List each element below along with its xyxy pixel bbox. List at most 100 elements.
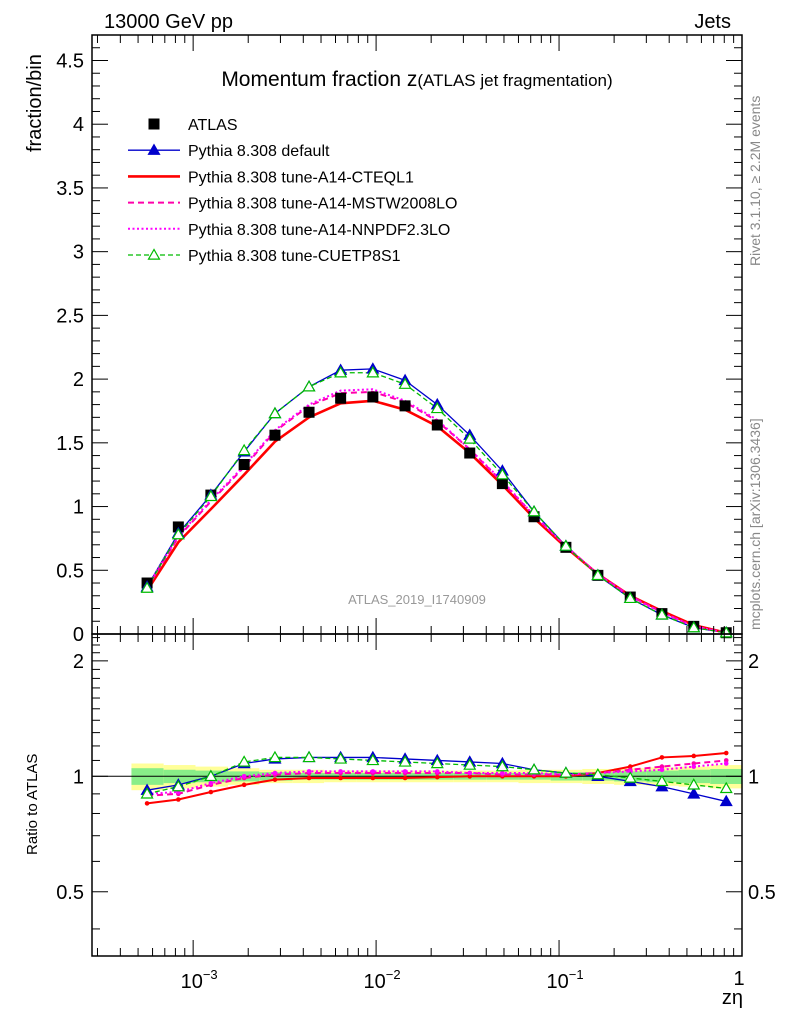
ratio-point <box>691 764 697 769</box>
legend-marker-default <box>147 143 161 155</box>
x-tick-label: 1 <box>733 968 744 990</box>
x-tick-label-exponent: −1 <box>569 967 584 982</box>
y-tick-label: 3 <box>73 242 84 264</box>
ratio-point-cuetp8s1 <box>463 758 477 770</box>
ratio-point <box>659 764 665 769</box>
ratio-point <box>370 769 376 774</box>
data-point-cuetp8s1 <box>591 568 605 581</box>
ratio-y-tick-label-right: 1 <box>748 766 759 788</box>
data-point-cuetp8s1 <box>334 366 348 378</box>
ratio-point <box>659 767 665 773</box>
data-point-cuetp8s1 <box>559 539 573 551</box>
rivet-label: Rivet 3.1.10, ≥ 2.2M events <box>747 96 763 266</box>
mcplots-label: mcplots.cern.ch [arXiv:1306.3436] <box>747 418 763 630</box>
ratio-y-tick-label-right: 2 <box>748 651 759 673</box>
ratio-point-default <box>687 787 701 799</box>
data-point-atlas <box>367 391 379 403</box>
ratio-point <box>691 753 697 759</box>
ratio-point-cuetp8s1 <box>527 763 541 775</box>
ratio-point <box>723 750 729 756</box>
ratio-point <box>176 797 181 802</box>
data-point-cuetp8s1 <box>655 608 669 620</box>
ratio-point <box>402 769 408 774</box>
legend-label: Pythia 8.308 tune-A14-MSTW2008LO <box>188 196 457 213</box>
ratio-point-cuetp8s1 <box>495 759 509 772</box>
ratio-point <box>370 775 376 781</box>
ratio-point-cuetp8s1 <box>366 753 380 766</box>
data-point-cuetp8s1 <box>623 591 637 604</box>
ratio-point <box>723 761 729 766</box>
data-point-cuetp8s1 <box>237 443 251 456</box>
ratio-point <box>306 775 312 781</box>
x-tick-label-base: 10 <box>547 971 569 993</box>
header-right: Jets <box>694 11 731 33</box>
y-tick-label: 0 <box>73 624 84 646</box>
data-point-cuetp8s1 <box>302 380 316 392</box>
data-point-atlas <box>238 458 250 470</box>
ratio-point <box>500 770 505 776</box>
ratio-point-cuetp8s1 <box>623 771 637 783</box>
legend-marker-cuetp8s1 <box>147 248 161 260</box>
ratio-point-default <box>719 794 733 807</box>
ratio-point-cuetp8s1 <box>430 756 444 769</box>
y-tick-label: 2.5 <box>56 305 84 327</box>
x-axis-label: zη <box>722 987 743 1009</box>
data-point-cuetp8s1 <box>398 377 412 389</box>
ratio-point <box>208 789 214 795</box>
ratio-point <box>272 777 278 782</box>
ratio-point <box>306 769 312 774</box>
data-point-cuetp8s1 <box>463 432 477 444</box>
data-point-cuetp8s1 <box>204 489 218 502</box>
data-point-atlas <box>335 392 347 404</box>
y-tick-label: 4 <box>73 114 84 136</box>
ratio-point-cuetp8s1 <box>171 779 185 792</box>
data-point-atlas <box>269 429 281 441</box>
data-point-atlas <box>303 406 315 418</box>
ratio-point <box>467 770 473 776</box>
data-point-cuetp8s1 <box>171 527 185 540</box>
data-point-cuetp8s1 <box>140 581 154 593</box>
watermark: ATLAS_2019_I1740909 <box>348 592 486 607</box>
x-tick-label-exponent: −3 <box>203 967 218 982</box>
legend-label: Pythia 8.308 tune-A14-NNPDF2.3LO <box>188 222 450 239</box>
ratio-point-cuetp8s1 <box>140 787 154 799</box>
y-tick-label: 1.5 <box>56 433 84 455</box>
ratio-point <box>434 769 440 774</box>
ratio-point <box>272 770 278 776</box>
ratio-point <box>338 769 343 774</box>
ratio-point-cuetp8s1 <box>334 752 348 764</box>
ratio-point <box>241 782 247 788</box>
y-axis-label-bottom: Ratio to ATLAS <box>24 754 41 855</box>
ratio-point <box>241 774 247 779</box>
ratio-y-tick-label-left: 1 <box>73 766 84 788</box>
ratio-point <box>627 764 633 769</box>
ratio-point <box>402 775 408 781</box>
ratio-point-cuetp8s1 <box>204 769 218 782</box>
ratio-point <box>144 801 150 806</box>
x-tick-label: 10−3 <box>181 967 218 993</box>
ratio-point-cuetp8s1 <box>237 755 251 767</box>
ratio-point <box>467 774 473 779</box>
x-tick-label-exponent: −2 <box>386 967 401 982</box>
chart-title: Momentum fraction z(ATLAS jet fragmentat… <box>221 68 612 91</box>
data-point-cuetp8s1 <box>527 504 541 517</box>
ratio-y-tick-label-right: 0.5 <box>748 882 776 904</box>
y-tick-label: 1 <box>73 497 84 519</box>
chart-title-suffix: (ATLAS jet fragmentation) <box>417 71 612 90</box>
data-point-cuetp8s1 <box>687 620 701 633</box>
data-point-cuetp8s1 <box>268 406 282 419</box>
y-tick-label: 0.5 <box>56 560 84 582</box>
data-point-atlas <box>496 478 508 490</box>
legend-label: Pythia 8.308 tune-CUETP8S1 <box>188 248 401 265</box>
ratio-y-tick-label-left: 2 <box>73 651 84 673</box>
legend-marker-atlas <box>148 118 160 130</box>
legend-label: ATLAS <box>188 117 238 134</box>
ratio-point-cuetp8s1 <box>687 778 701 790</box>
ratio-point-cuetp8s1 <box>268 750 282 763</box>
legend-label: Pythia 8.308 tune-A14-CTEQL1 <box>188 169 414 186</box>
header-left: 13000 GeV pp <box>104 11 233 33</box>
y-tick-label: 2 <box>73 369 84 391</box>
data-point-atlas <box>431 419 443 431</box>
